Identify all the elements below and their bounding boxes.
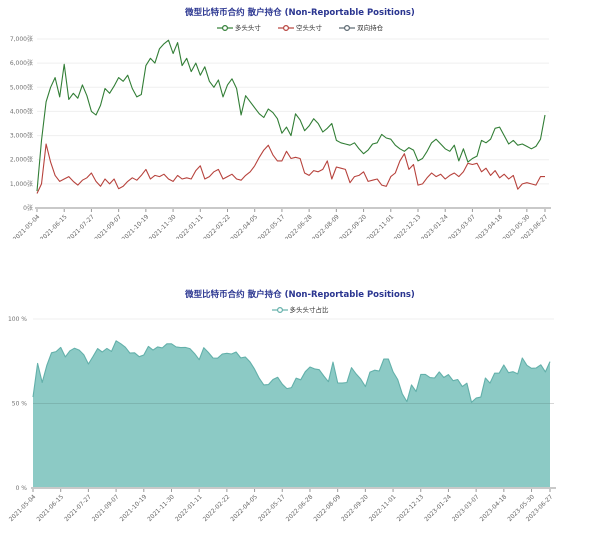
legend-item-label: 多头头寸占比 bbox=[289, 305, 329, 314]
x-axis-label: 2021-07-27 bbox=[63, 493, 93, 523]
x-axis-label: 2022-11-01 bbox=[366, 213, 396, 239]
series-line-long bbox=[36, 39, 546, 192]
x-axis-label: 2021-07-27 bbox=[66, 213, 96, 239]
x-axis-label: 2021-05-04 bbox=[8, 493, 38, 523]
legend-item-long[interactable]: 多头头寸 bbox=[216, 23, 261, 33]
top-chart-legend: 多头头寸 空头头寸 双向持仓 bbox=[0, 22, 600, 33]
x-axis-label: 2021-10-19 bbox=[121, 213, 151, 239]
x-axis-label: 2023-03-07 bbox=[447, 213, 477, 239]
x-axis-label: 2022-04-05 bbox=[229, 493, 259, 523]
x-axis-label: 2023-04-18 bbox=[479, 493, 509, 523]
x-axis-label: 2023-03-07 bbox=[451, 493, 481, 523]
x-axis-label: 2021-11-30 bbox=[146, 493, 176, 523]
legend-item-spread[interactable]: 双向持仓 bbox=[339, 23, 383, 33]
x-axis-label: 2022-05-17 bbox=[257, 213, 287, 239]
y-axis-label: 100 % bbox=[8, 316, 27, 323]
line-chart-canvas[interactable]: 0张 1,000张 2,000张 3,000张 4,000张 5,000张 6,000张 7,… bbox=[0, 34, 600, 239]
x-axis-label: 2022-09-20 bbox=[338, 213, 368, 239]
bottom-chart-legend: 多头头寸占比 bbox=[0, 304, 600, 315]
x-axis-label: 2022-05-17 bbox=[257, 493, 287, 523]
x-axis-label: 2023-01-24 bbox=[423, 493, 453, 523]
x-axis-label: 2022-09-20 bbox=[340, 493, 370, 523]
series-line-short bbox=[36, 143, 545, 194]
y-axis-label: 4,000张 bbox=[10, 107, 33, 115]
x-axis-label: 2021-10-19 bbox=[119, 493, 149, 523]
series-area-long-ratio bbox=[33, 340, 550, 488]
x-axis-label: 2022-02-22 bbox=[202, 493, 232, 523]
x-axis-label: 2022-11-01 bbox=[368, 493, 398, 523]
x-axis-label: 2022-04-05 bbox=[230, 213, 260, 239]
x-axis-label: 2023-04-18 bbox=[474, 213, 504, 239]
x-axis-label: 2022-12-13 bbox=[393, 213, 423, 239]
y-axis-label: 1,000张 bbox=[10, 180, 33, 188]
y-axis-label: 6,000张 bbox=[10, 59, 33, 67]
ratio-area-chart: 微型比特币合约 散户持仓 (Non-Reportable Positions) … bbox=[0, 290, 600, 526]
legend-item-short[interactable]: 空头头寸 bbox=[278, 23, 322, 33]
x-axis-label: 2023-01-24 bbox=[420, 213, 450, 239]
legend-item-label: 双向持仓 bbox=[357, 23, 384, 32]
chart-title: 微型比特币合约 散户持仓 (Non-Reportable Positions) bbox=[185, 8, 415, 18]
x-axis-label: 2021-09-07 bbox=[93, 213, 123, 239]
legend-item-label: 多头头寸 bbox=[234, 23, 261, 32]
y-axis-label: 50 % bbox=[12, 401, 28, 408]
line-marker-icon bbox=[278, 24, 294, 31]
series-line-long-ratio bbox=[32, 340, 551, 403]
x-axis-label: 2021-05-04 bbox=[12, 213, 42, 239]
line-marker-icon bbox=[216, 24, 233, 31]
x-axis-label: 2022-08-09 bbox=[312, 493, 342, 523]
y-axis-label: 2,000张 bbox=[10, 156, 33, 164]
line-marker-icon bbox=[339, 24, 356, 31]
x-axis-label: 2021-06-15 bbox=[39, 213, 69, 239]
x-axis-label: 2022-08-09 bbox=[311, 213, 341, 239]
y-axis-label: 5,000张 bbox=[10, 83, 33, 91]
y-axis-label: 3,000张 bbox=[10, 132, 33, 140]
x-axis-label: 2022-01-11 bbox=[175, 213, 205, 239]
legend-item-label: 空头头寸 bbox=[296, 23, 322, 32]
x-axis-label: 2021-06-15 bbox=[36, 493, 66, 523]
y-axis-label: 0张 bbox=[23, 204, 33, 212]
line-marker-icon bbox=[271, 306, 288, 313]
x-axis-label: 2022-12-13 bbox=[396, 493, 426, 523]
x-axis-label: 2021-09-07 bbox=[91, 493, 121, 523]
chart-title: 微型比特币合约 散户持仓 (Non-Reportable Positions) bbox=[185, 290, 415, 300]
positions-line-chart: 微型比特币合约 散户持仓 (Non-Reportable Positions) … bbox=[0, 8, 600, 239]
x-axis-label: 2022-06-28 bbox=[285, 493, 315, 523]
y-axis-label: 0 % bbox=[16, 485, 28, 492]
x-axis-label: 2022-06-28 bbox=[284, 213, 314, 239]
y-axis-label: 7,000张 bbox=[10, 35, 33, 43]
area-chart-canvas[interactable]: 0 % 50 % 100 % 2021-05-042021-06-152021-07-… bbox=[0, 316, 600, 526]
legend-item-long-ratio[interactable]: 多头头寸占比 bbox=[271, 305, 329, 315]
x-axis-label: 2021-11-30 bbox=[148, 213, 178, 239]
x-axis-label: 2022-01-11 bbox=[174, 493, 204, 523]
x-axis-label: 2022-02-22 bbox=[202, 213, 232, 239]
